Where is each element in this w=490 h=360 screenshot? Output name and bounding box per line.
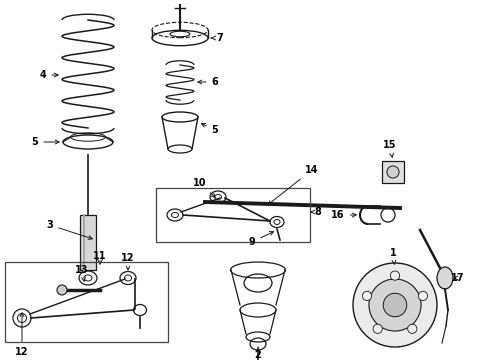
- Text: 15: 15: [383, 140, 397, 157]
- Ellipse shape: [437, 267, 453, 289]
- Text: 4: 4: [40, 70, 58, 80]
- Bar: [80, 215, 96, 270]
- Circle shape: [408, 324, 417, 333]
- Ellipse shape: [387, 166, 399, 178]
- Text: 3: 3: [47, 220, 92, 239]
- Text: 9: 9: [248, 231, 273, 247]
- Text: 12: 12: [121, 253, 135, 270]
- Ellipse shape: [57, 285, 67, 295]
- Circle shape: [369, 279, 421, 331]
- Text: 5: 5: [32, 137, 59, 147]
- Circle shape: [353, 263, 437, 347]
- Text: 1: 1: [390, 248, 396, 264]
- Circle shape: [363, 291, 371, 301]
- Text: 7: 7: [211, 33, 223, 43]
- Bar: [382, 161, 404, 183]
- Text: 14: 14: [268, 165, 319, 204]
- Text: 11: 11: [93, 251, 107, 261]
- Text: 13: 13: [75, 265, 89, 281]
- Circle shape: [383, 293, 407, 317]
- Text: 5: 5: [201, 123, 219, 135]
- Text: 8: 8: [311, 207, 321, 217]
- Text: 12: 12: [15, 313, 29, 357]
- Text: 10: 10: [193, 178, 215, 197]
- Text: 16: 16: [331, 210, 356, 220]
- Text: 2: 2: [255, 347, 261, 360]
- Bar: [156, 188, 310, 242]
- Text: 6: 6: [198, 77, 219, 87]
- Circle shape: [373, 324, 382, 333]
- Circle shape: [391, 271, 400, 280]
- Circle shape: [418, 291, 428, 301]
- Text: 17: 17: [451, 273, 465, 283]
- Bar: [5, 262, 168, 342]
